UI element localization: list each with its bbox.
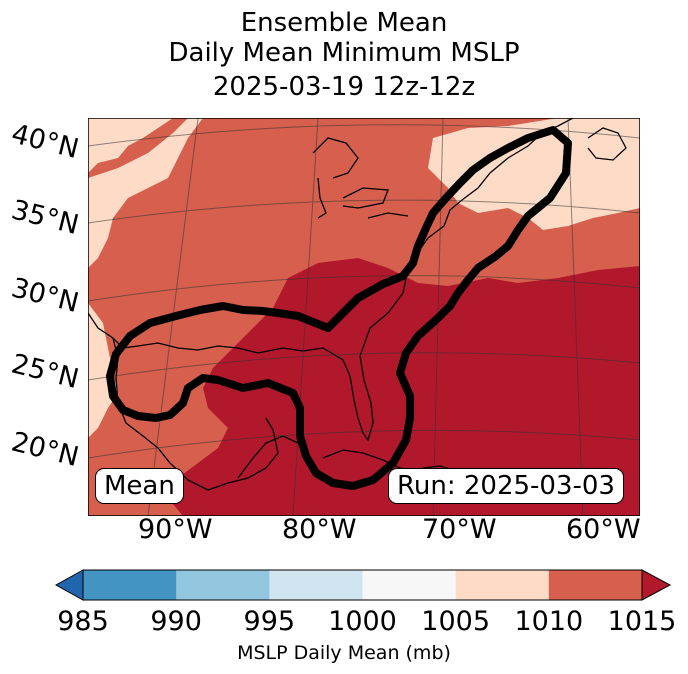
title-line-3: 2025-03-19 12z-12z xyxy=(212,72,476,102)
colorbar-tick-995: 995 xyxy=(243,606,296,637)
lat-label-30n: 30°N xyxy=(8,272,82,320)
colorbar xyxy=(54,569,672,601)
lon-label-70w: 70°W xyxy=(422,514,497,545)
field-1000-1005-north xyxy=(88,118,173,173)
colorbar-extend-low xyxy=(54,569,84,601)
colorbar-tick-990: 990 xyxy=(150,606,202,637)
lat-label-25n: 25°N xyxy=(8,348,82,396)
panel-label-box: Mean xyxy=(95,468,184,504)
mslp-map xyxy=(88,118,640,516)
colorbar-tick-1015: 1015 xyxy=(607,606,677,637)
colorbar-frame xyxy=(82,569,643,601)
ensemble-contour xyxy=(106,126,572,490)
colorbar-label: MSLP Daily Mean (mb) xyxy=(237,642,451,664)
colorbar-bin-3 xyxy=(362,570,457,600)
colorbar-bin-0 xyxy=(83,570,177,600)
lon-label-80w: 80°W xyxy=(282,514,357,545)
lon-label-90w: 90°W xyxy=(138,514,213,545)
colorbar-bin-2 xyxy=(269,570,363,600)
coastline-newfoundland xyxy=(587,127,627,161)
colorbar-tick-1000: 1000 xyxy=(328,606,397,637)
run-date-box: Run: 2025-03-03 xyxy=(388,468,624,504)
colorbar-tick-985: 985 xyxy=(57,606,109,637)
colorbar-bin-4 xyxy=(455,570,550,600)
title-line-2: Daily Mean Minimum MSLP xyxy=(168,38,520,68)
lat-label-20n: 20°N xyxy=(8,426,82,474)
lon-label-60w: 60°W xyxy=(566,514,641,545)
lat-label-40n: 40°N xyxy=(8,118,82,166)
field-1000-1005-west xyxy=(88,303,118,438)
colorbar-tick-1005: 1005 xyxy=(421,606,491,637)
title-line-1: Ensemble Mean xyxy=(240,8,448,38)
colorbar-bin-1 xyxy=(176,570,270,600)
colorbar-bin-5 xyxy=(548,570,643,600)
field-1000-1005-north2 xyxy=(88,118,203,268)
colorbar-extend-high xyxy=(641,569,672,601)
lat-label-35n: 35°N xyxy=(8,194,82,242)
coastline-great-lakes xyxy=(312,137,409,219)
colorbar-tick-1010: 1010 xyxy=(514,606,584,637)
